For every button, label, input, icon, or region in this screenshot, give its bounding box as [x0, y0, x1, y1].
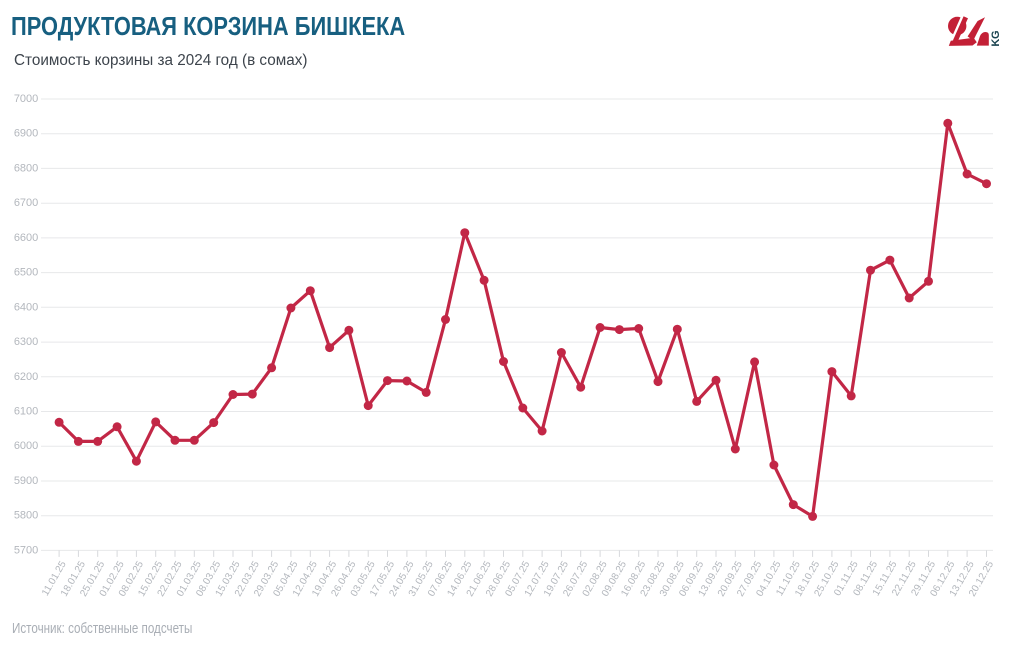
svg-text:5700: 5700 [14, 544, 38, 556]
svg-text:6500: 6500 [14, 267, 38, 279]
svg-text:5900: 5900 [14, 475, 38, 487]
svg-text:6800: 6800 [14, 162, 38, 174]
svg-text:KG: KG [990, 31, 1002, 47]
svg-text:6200: 6200 [14, 371, 38, 383]
svg-text:6000: 6000 [14, 440, 38, 452]
svg-text:6100: 6100 [14, 406, 38, 418]
svg-text:6900: 6900 [14, 128, 38, 140]
svg-text:6300: 6300 [14, 336, 38, 348]
svg-text:6400: 6400 [14, 301, 38, 313]
svg-text:6600: 6600 [14, 232, 38, 244]
svg-text:5800: 5800 [14, 510, 38, 522]
svg-text:7000: 7000 [14, 93, 38, 105]
svg-text:6700: 6700 [14, 197, 38, 209]
